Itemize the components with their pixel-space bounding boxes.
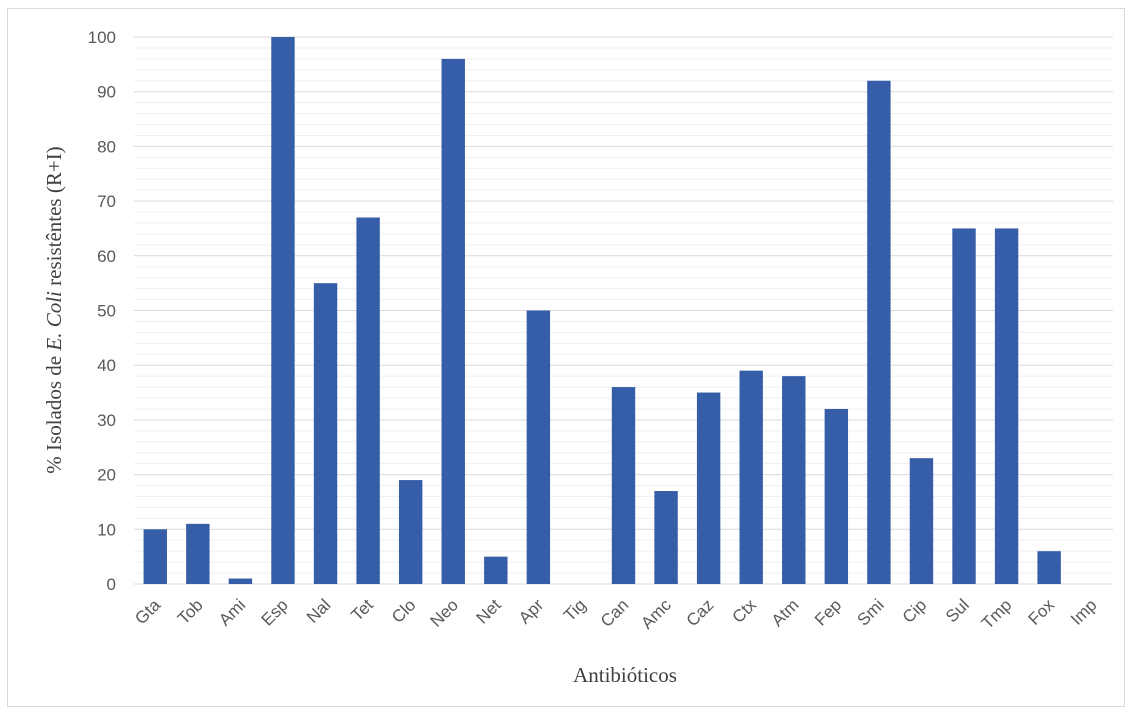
x-tick-label: Ctx — [729, 595, 761, 627]
x-tick-label: Nal — [303, 595, 334, 626]
bars — [143, 37, 1061, 584]
x-tick-label: Can — [597, 595, 632, 630]
x-tick-label: Sul — [942, 595, 973, 626]
bar-amc — [654, 491, 678, 584]
bar-gta — [143, 529, 167, 584]
bar-net — [484, 556, 508, 584]
bar-atm — [782, 376, 806, 584]
x-tick-label: Ami — [215, 595, 249, 629]
x-tick-label: Gta — [131, 595, 164, 628]
bar-apr — [526, 310, 551, 584]
x-tick-label: Caz — [683, 595, 718, 630]
y-tick-label: 20 — [97, 466, 116, 485]
x-axis-ticks: Gta Tob Ami Esp Nal Tet Clo Neo Net Apr Tig Can Amc C… — [131, 595, 1100, 633]
x-tick-label: Tmp — [978, 595, 1015, 632]
y-tick-label: 80 — [97, 137, 116, 156]
bar-sul — [952, 228, 976, 584]
bar-tmp — [994, 228, 1019, 584]
bar-clo — [398, 480, 423, 584]
y-tick-label: 0 — [107, 575, 116, 594]
bar-tet — [356, 217, 380, 584]
x-tick-label: Net — [472, 595, 504, 627]
bar-smi — [867, 80, 891, 584]
y-tick-label: 10 — [97, 520, 116, 539]
bar-fox — [1037, 551, 1061, 584]
y-tick-label: 60 — [97, 247, 116, 266]
y-axis-ticks: 0 10 20 30 40 50 60 70 80 90 100 — [88, 28, 116, 594]
x-tick-label: Neo — [427, 595, 462, 630]
bar-cip — [909, 458, 934, 584]
x-axis-title: Antibióticos — [573, 663, 677, 687]
y-axis-title-prefix: % Isolados de — [42, 351, 66, 474]
x-tick-label: Atm — [768, 595, 803, 630]
x-tick-label: Fox — [1025, 595, 1059, 629]
bar-tob — [186, 523, 210, 584]
bar-ami — [228, 578, 253, 584]
x-tick-label: Esp — [258, 595, 292, 629]
bar-fep — [824, 408, 849, 584]
x-tick-label: Tet — [347, 595, 377, 625]
x-tick-label: Fep — [811, 595, 845, 629]
x-tick-label: Apr — [515, 595, 547, 627]
y-axis-title-suffix: resistêntes (R+I) — [42, 146, 66, 291]
x-tick-label: Imp — [1067, 595, 1100, 628]
bar-ctx — [739, 370, 763, 584]
y-tick-label: 100 — [88, 28, 116, 47]
y-tick-label: 30 — [97, 411, 116, 430]
y-tick-label: 50 — [97, 302, 116, 321]
x-tick-label: Tob — [174, 595, 207, 628]
x-tick-label: Smi — [854, 595, 888, 629]
y-axis-title: % Isolados de E. Coli resistêntes (R+I) — [42, 146, 66, 473]
bar-can — [611, 387, 636, 584]
bar-esp — [271, 37, 295, 584]
y-tick-label: 40 — [97, 356, 116, 375]
x-tick-label: Amc — [637, 595, 675, 633]
bar-nal — [313, 283, 338, 584]
x-tick-label: Cip — [899, 595, 930, 626]
x-tick-label: Clo — [388, 595, 419, 626]
x-tick-label: Tig — [560, 595, 590, 625]
bar-neo — [441, 58, 465, 584]
y-axis-title-italic: E. Coli — [42, 291, 66, 352]
y-tick-label: 90 — [97, 83, 116, 102]
y-tick-label: 70 — [97, 192, 116, 211]
bar-caz — [696, 392, 721, 584]
